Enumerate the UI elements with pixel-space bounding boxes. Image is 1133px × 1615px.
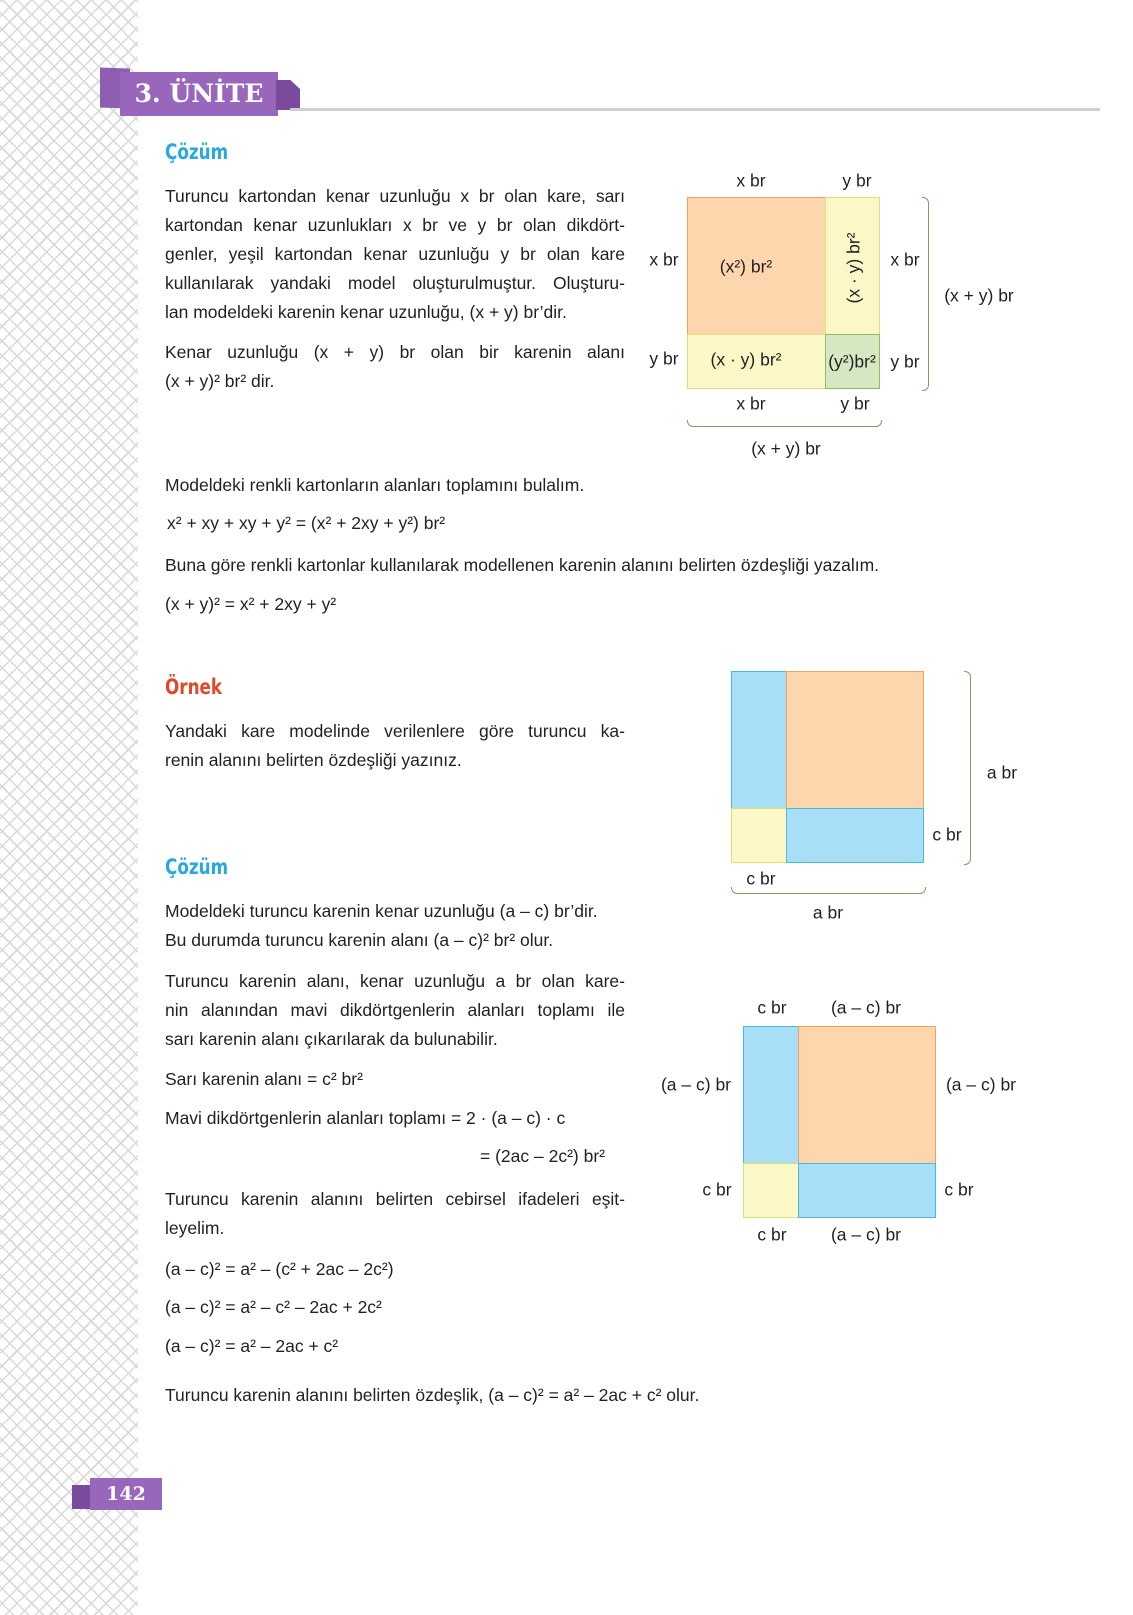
text-line: Turuncu karenin alanını belirten cebirse… [165, 1189, 625, 1209]
brace-bottom [687, 420, 882, 427]
brace-right [964, 671, 971, 865]
text-line: Turuncu karenin alanı, kenar uzunluğu a … [165, 971, 625, 991]
text-line: genler, yeşil kartondan kenar uzunluğu y… [165, 244, 625, 264]
equation: (a – c)² = a² – (c² + 2ac – 2c²) [165, 1259, 394, 1279]
label: (a – c) br [830, 997, 902, 1018]
equation: (a – c)² = a² – 2ac + c² [165, 1336, 339, 1356]
text-line: leyelim. [165, 1218, 225, 1238]
unit-banner: 3. ÜNİTE [120, 72, 278, 116]
label: c br [932, 824, 962, 845]
text-line: kartondan kenar uzunlukları x br ve y br… [165, 215, 625, 235]
brace-right [922, 197, 929, 391]
label: y br [649, 348, 679, 369]
text-line: Modeldeki turuncu karenin kenar uzunluğu… [165, 901, 598, 921]
text-line: Buna göre renkli kartonlar kullanılarak … [165, 555, 880, 575]
blue-rect-horizontal [798, 1163, 936, 1218]
text-line: (x + y)² br² dir. [165, 371, 275, 391]
blue-rect-vertical [743, 1026, 799, 1164]
equation: Mavi dikdörtgenlerin alanları toplamı = … [165, 1108, 566, 1128]
label: y br [842, 170, 872, 191]
orange-square [786, 671, 924, 809]
yellow-square [731, 808, 787, 863]
orange-square [798, 1026, 936, 1164]
text-line: Yandaki kare modelinde verilenlere göre … [165, 721, 625, 741]
equation: x² + xy + xy + y² = (x² + 2xy + y²) br² [167, 513, 446, 533]
label: y br [890, 351, 920, 372]
example-heading: Örnek [165, 675, 223, 699]
label: (x + y) br [944, 285, 1014, 306]
solution-heading: Çözüm [165, 140, 229, 164]
label: c br [746, 868, 776, 889]
brace-bottom [731, 887, 926, 894]
yellow-rect-vertical [825, 197, 880, 335]
label: c br [702, 1179, 732, 1200]
solution-heading: Çözüm [165, 855, 229, 879]
green-square [825, 334, 880, 389]
text-line: Modeldeki renkli kartonların alanları to… [165, 475, 585, 495]
yellow-square [743, 1163, 799, 1218]
yellow-rect-horizontal [687, 334, 826, 389]
label: (a – c) br [945, 1074, 1017, 1095]
label: (x + y) br [751, 438, 821, 459]
text-line: kullanılarak yandaki model oluşturulmuşt… [165, 273, 625, 293]
cell-label: (x · y) br² [710, 349, 782, 370]
blue-rect-horizontal [786, 808, 924, 863]
banner-ribbon-tail [276, 80, 300, 110]
label: x br [736, 170, 766, 191]
side-pattern [0, 0, 138, 1615]
equation: = (2ac – 2c²) br² [480, 1146, 605, 1166]
label: y br [840, 393, 870, 414]
page-number: 142 [90, 1478, 162, 1510]
text-line: Kenar uzunluğu (x + y) br olan bir karen… [165, 342, 625, 362]
label: c br [944, 1179, 974, 1200]
label: c br [757, 1224, 787, 1245]
label: (a – c) br [660, 1074, 732, 1095]
label: a br [812, 902, 844, 923]
label: x br [890, 249, 920, 270]
label: x br [649, 249, 679, 270]
cell-label: (y²)br² [828, 351, 876, 372]
label: a br [986, 762, 1018, 783]
equation: (a – c)² = a² – c² – 2ac + 2c² [165, 1297, 382, 1317]
label: x br [736, 393, 766, 414]
page-number-ribbon [72, 1485, 94, 1509]
equation: Sarı karenin alanı = c² br² [165, 1069, 363, 1089]
cell-label: (x²) br² [719, 256, 773, 277]
equation: (x + y)² = x² + 2xy + y² [165, 594, 337, 614]
text-line: Bu durumda turuncu karenin alanı (a – c)… [165, 930, 554, 950]
text-line: nin alanından mavi dikdörtgenlerin alanl… [165, 1000, 625, 1020]
cell-label: (x · y) br² [843, 232, 864, 304]
text-line: sarı karenin alanı çıkarılarak da buluna… [165, 1029, 498, 1049]
text-line: lan modeldeki karenin kenar uzunluğu, (x… [165, 302, 567, 322]
text-line: Turuncu karenin alanını belirten özdeşli… [165, 1385, 700, 1405]
blue-rect-vertical [731, 671, 787, 809]
text-line: renin alanını belirten özdeşliği yazınız… [165, 750, 462, 770]
text-line: Turuncu kartondan kenar uzunluğu x br ol… [165, 186, 625, 206]
label: c br [757, 997, 787, 1018]
label: (a – c) br [830, 1224, 902, 1245]
header-rule [290, 108, 1100, 111]
orange-square [687, 197, 826, 335]
